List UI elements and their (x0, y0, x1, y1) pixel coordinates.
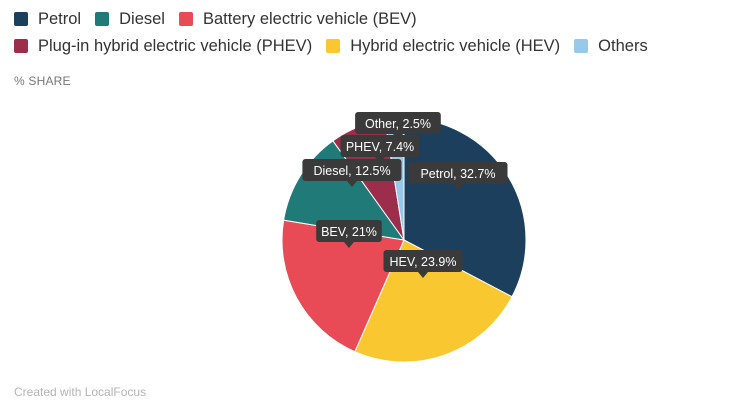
legend-label: Plug-in hybrid electric vehicle (PHEV) (38, 36, 313, 55)
tooltip-text: BEV, 21% (321, 225, 377, 239)
legend-label: Battery electric vehicle (BEV) (202, 9, 417, 28)
tooltip-box (316, 220, 382, 242)
tooltip-other: Other, 2.5% (355, 112, 441, 140)
tooltip-box (383, 250, 463, 272)
legend-item-bev[interactable]: Battery electric vehicle (BEV) (178, 9, 417, 29)
legend-item-hev[interactable]: Hybrid electric vehicle (HEV) (326, 36, 560, 56)
tooltip-pointer (375, 157, 385, 163)
tooltip-pointer (418, 272, 428, 278)
legend-label: Hybrid electric vehicle (HEV) (350, 36, 561, 55)
legend-item-diesel[interactable]: Diesel (95, 9, 165, 29)
tooltip-text: PHEV, 7.4% (346, 140, 414, 154)
tooltip-box (355, 112, 441, 134)
tooltip-box (340, 135, 420, 157)
legend-item-phev[interactable]: Plug-in hybrid electric vehicle (PHEV) (14, 36, 312, 56)
tooltip-pointer (344, 242, 354, 248)
tooltip-pointer (393, 134, 403, 140)
tooltip-diesel: Diesel, 12.5% (302, 159, 402, 187)
tooltip-box (302, 159, 402, 181)
tooltip-text: Other, 2.5% (365, 117, 431, 131)
unit-label: % SHARE (14, 74, 71, 88)
legend-swatch (14, 12, 28, 26)
tooltip-hev: HEV, 23.9% (383, 250, 463, 278)
legend-item-petrol[interactable]: Petrol (14, 9, 81, 29)
legend-swatch (178, 12, 193, 26)
tooltip-phev: PHEV, 7.4% (340, 135, 420, 163)
tooltip-pointer (347, 181, 357, 187)
legend-swatch (95, 12, 110, 26)
legend-label: Petrol (38, 9, 82, 28)
legend-item-others[interactable]: Others (574, 36, 648, 56)
tooltip-box (408, 162, 508, 184)
legend: Petrol Diesel Battery electric vehicle (… (14, 9, 729, 56)
footer-credit: Created with LocalFocus (14, 385, 147, 399)
tooltip-text: Petrol, 32.7% (420, 167, 495, 181)
legend-swatch (326, 39, 341, 53)
tooltip-text: Diesel, 12.5% (313, 164, 390, 178)
tooltip-bev: BEV, 21% (316, 220, 382, 248)
tooltip-pointer (453, 184, 463, 190)
tooltip-petrol: Petrol, 32.7% (408, 162, 508, 190)
pie-slice-bev[interactable] (281, 219, 405, 353)
tooltip-text: HEV, 23.9% (390, 255, 457, 269)
legend-swatch (14, 39, 28, 53)
legend-label: Others (598, 36, 648, 55)
slice-tooltips: Petrol, 32.7% HEV, 23.9% BEV, 21% Diesel, 1… (302, 112, 508, 278)
legend-swatch (574, 39, 589, 53)
legend-label: Diesel (119, 9, 165, 28)
